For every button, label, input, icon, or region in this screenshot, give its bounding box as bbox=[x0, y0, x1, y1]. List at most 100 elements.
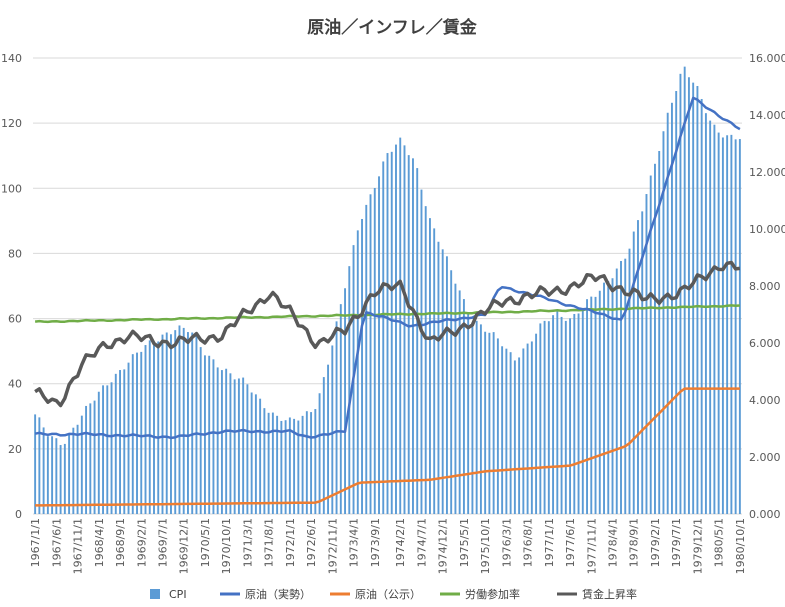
cpi-bar bbox=[611, 278, 614, 514]
cpi-bar bbox=[276, 415, 279, 514]
x-tick-label: 1978/9/1 bbox=[628, 518, 641, 567]
cpi-bar bbox=[505, 348, 508, 514]
cpi-bar bbox=[403, 145, 406, 514]
crude-posted-line bbox=[35, 387, 740, 507]
cpi-bar bbox=[51, 436, 54, 514]
right-tick-label: 14.000 bbox=[749, 109, 785, 122]
cpi-bar bbox=[76, 424, 79, 514]
cpi-bar bbox=[649, 175, 652, 515]
legend-label: 賃金上昇率 bbox=[582, 587, 637, 601]
x-axis-labels: 1967/1/1 1967/6/1 1967/11/1 1968/4/1 1968/9/… bbox=[29, 518, 747, 574]
cpi-bar bbox=[471, 322, 474, 514]
chart-title: 原油／インフレ／賃金 bbox=[307, 17, 477, 38]
cpi-bar bbox=[93, 400, 96, 514]
cpi-bar bbox=[518, 357, 521, 514]
labor-participation-line bbox=[34, 304, 740, 324]
left-tick-label: 0 bbox=[15, 508, 22, 521]
x-tick-label: 1970/10/1 bbox=[220, 518, 233, 574]
left-tick-label: 120 bbox=[1, 117, 22, 130]
cpi-bar bbox=[428, 218, 431, 514]
cpi-bar bbox=[233, 379, 236, 514]
x-tick-label: 1977/11/1 bbox=[585, 518, 598, 574]
cpi-bar bbox=[607, 281, 610, 514]
cpi-bar bbox=[114, 373, 117, 514]
cpi-bar bbox=[704, 113, 707, 515]
cpi-bar bbox=[496, 338, 499, 514]
right-tick-label: 6.000 bbox=[749, 337, 781, 350]
cpi-bar bbox=[687, 77, 690, 515]
cpi-bar bbox=[42, 427, 45, 514]
cpi-bar bbox=[250, 392, 253, 514]
cpi-bar bbox=[365, 204, 368, 514]
cpi-bar bbox=[161, 334, 164, 514]
cpi-bar bbox=[530, 341, 533, 514]
x-tick-label: 1973/9/1 bbox=[369, 518, 382, 567]
cpi-bar bbox=[390, 151, 393, 514]
cpi-bar bbox=[195, 336, 198, 514]
x-tick-label: 1979/2/1 bbox=[649, 518, 662, 567]
left-tick-label: 40 bbox=[8, 378, 22, 391]
cpi-bar bbox=[144, 345, 147, 514]
cpi-bar bbox=[594, 296, 597, 514]
cpi-bar bbox=[170, 334, 172, 514]
cpi-bar bbox=[717, 132, 720, 514]
cpi-bar bbox=[462, 299, 465, 514]
x-tick-label: 1972/11/1 bbox=[326, 518, 339, 574]
x-tick-label: 1971/8/1 bbox=[263, 518, 276, 567]
x-tick-label: 1969/2/1 bbox=[135, 518, 148, 567]
left-tick-label: 80 bbox=[8, 247, 22, 260]
x-tick-label: 1977/1/1 bbox=[543, 518, 556, 567]
cpi-bar bbox=[242, 377, 245, 514]
right-tick-label: 10.000 bbox=[749, 223, 785, 236]
cpi-bar bbox=[89, 403, 92, 514]
cpi-bar bbox=[628, 248, 631, 514]
x-tick-label: 1967/6/1 bbox=[50, 518, 63, 567]
cpi-bar bbox=[157, 341, 160, 514]
cpi-bar bbox=[590, 296, 593, 514]
series-lines bbox=[34, 96, 741, 507]
right-axis-ticks: 0.000 2.000 4.000 6.000 8.000 10.000 12.000 14.… bbox=[749, 52, 785, 521]
cpi-bar bbox=[713, 124, 716, 514]
x-tick-label: 1974/2/1 bbox=[394, 518, 407, 567]
cpi-bars bbox=[34, 66, 741, 515]
cpi-bar bbox=[573, 313, 576, 514]
x-tick-label: 1975/5/1 bbox=[458, 518, 471, 567]
cpi-bar bbox=[174, 330, 177, 514]
left-tick-label: 60 bbox=[8, 313, 22, 326]
cpi-bar bbox=[709, 120, 712, 514]
x-tick-label: 1970/5/1 bbox=[199, 518, 212, 567]
cpi-bar bbox=[327, 364, 330, 514]
cpi-bar bbox=[513, 360, 516, 514]
cpi-bar bbox=[136, 352, 138, 514]
cpi-bar bbox=[106, 385, 109, 514]
cpi-bar bbox=[479, 324, 482, 514]
legend-label: 原油（公示） bbox=[355, 587, 421, 601]
cpi-bar bbox=[301, 415, 304, 514]
cpi-bar bbox=[208, 355, 211, 514]
x-tick-label: 1979/12/1 bbox=[691, 518, 704, 574]
cpi-bar bbox=[407, 155, 410, 514]
cpi-bar bbox=[225, 368, 228, 514]
cpi-bar bbox=[297, 420, 300, 514]
cpi-bar bbox=[220, 370, 223, 514]
cpi-bar bbox=[373, 188, 376, 514]
cpi-bar bbox=[738, 139, 741, 514]
cpi-bar bbox=[624, 258, 627, 514]
cpi-bar bbox=[97, 391, 100, 514]
cpi-bar bbox=[305, 411, 308, 514]
cpi-bar bbox=[280, 420, 283, 514]
x-tick-label: 1967/11/1 bbox=[72, 518, 85, 574]
cpi-bar bbox=[539, 323, 542, 514]
left-tick-label: 100 bbox=[1, 182, 22, 195]
cpi-bar bbox=[38, 417, 41, 514]
cpi-bar bbox=[598, 290, 601, 514]
legend-label: 原油（実勢） bbox=[245, 587, 311, 601]
cpi-bar bbox=[229, 373, 232, 514]
left-tick-label: 140 bbox=[1, 52, 22, 65]
x-tick-label: 1972/1/1 bbox=[284, 518, 297, 567]
cpi-bar bbox=[620, 261, 622, 514]
cpi-bar bbox=[318, 393, 321, 514]
cpi-bar bbox=[730, 134, 733, 514]
cpi-bar bbox=[726, 135, 729, 514]
